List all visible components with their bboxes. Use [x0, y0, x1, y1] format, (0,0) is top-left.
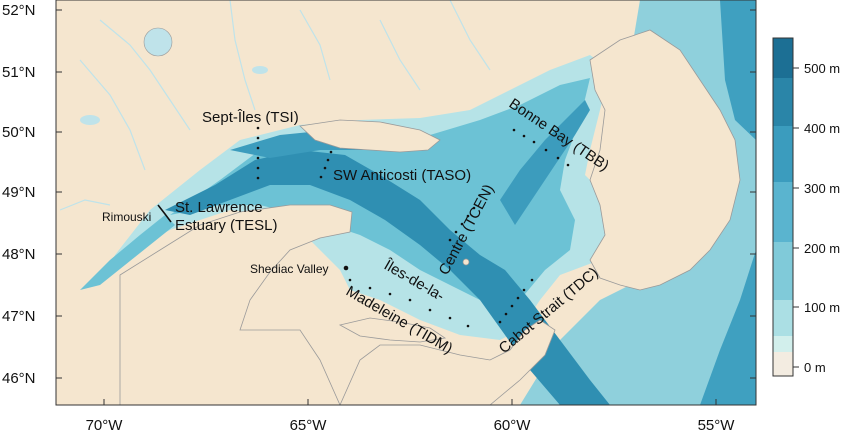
atlantic-deep — [720, 0, 756, 140]
esquiman-channel — [500, 100, 590, 225]
newfoundland — [589, 29, 741, 291]
label-tsi: Sept-Îles (TSI) — [202, 109, 299, 126]
lat-label: 47°N — [2, 308, 36, 325]
tcen-transect — [448, 206, 476, 242]
lake — [252, 66, 268, 74]
depth-colorbar — [772, 37, 799, 377]
colorbar-label: 400 m — [804, 121, 840, 136]
lat-label: 51°N — [2, 64, 36, 81]
lat-label: 48°N — [2, 246, 36, 263]
lat-label: 52°N — [2, 2, 36, 19]
colorbar-label: 0 m — [804, 360, 826, 375]
lon-label: 60°W — [494, 417, 532, 434]
colorbar-label: 200 m — [804, 241, 840, 256]
tesl-transect — [157, 204, 172, 223]
label-taso: SW Anticosti (TASO) — [333, 167, 471, 184]
laurentian-channel — [165, 150, 610, 405]
magdalen-islands — [462, 258, 470, 266]
pei-nova-scotia — [339, 319, 556, 405]
tidm-transect — [348, 278, 470, 328]
lake — [143, 27, 173, 57]
tdc-transect — [498, 278, 534, 324]
taso-transect — [319, 150, 333, 179]
colorbar-label: 500 m — [804, 61, 840, 76]
anticosti-island — [299, 119, 441, 153]
lat-label: 49°N — [2, 184, 36, 201]
label-rimouski: Rimouski — [102, 210, 151, 224]
label-tesl-1: St. Lawrence — [175, 199, 263, 216]
map-frame — [55, 0, 757, 406]
colorbar-label: 300 m — [804, 181, 840, 196]
lat-label: 46°N — [2, 370, 36, 387]
lake — [80, 115, 100, 125]
tbb-transect — [512, 128, 570, 167]
pei-island — [338, 317, 447, 343]
estuary — [80, 215, 175, 290]
gaspe-peninsula — [119, 204, 353, 405]
tsi-transect — [256, 126, 260, 180]
lon-label: 65°W — [290, 417, 328, 434]
lon-label: 55°W — [698, 417, 736, 434]
label-tesl-2: Estuary (TESL) — [175, 217, 278, 234]
lon-label: 70°W — [86, 417, 124, 434]
atlantic-deep2 — [700, 250, 756, 405]
lat-label: 50°N — [2, 124, 36, 141]
label-shediac: Shediac Valley — [250, 262, 329, 276]
colorbar-label: 100 m — [804, 300, 840, 315]
axis-ticks — [56, 9, 756, 405]
shediac-station — [343, 265, 349, 271]
rivers-lakes — [59, 0, 491, 211]
